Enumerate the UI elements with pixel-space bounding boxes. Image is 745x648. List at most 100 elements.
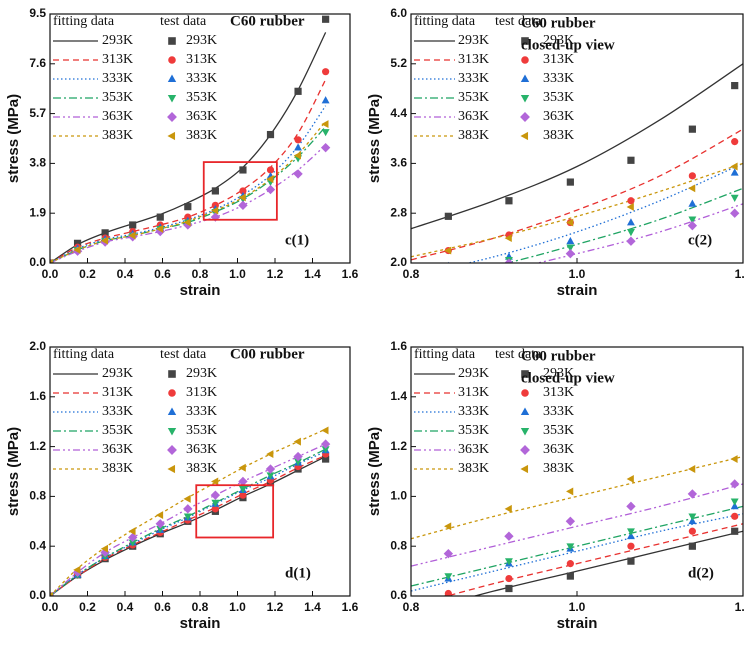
legend-label: 383K [458,461,489,476]
test-point [321,426,329,435]
chart-title: C00 rubber [230,346,305,362]
legend-marker [168,56,176,64]
legend-label: 353K [102,423,133,438]
test-point [730,208,740,218]
legend-title: test data [160,14,207,29]
legend-marker [168,389,176,397]
y-tick-label: 2.0 [390,255,407,269]
test-point [73,565,81,574]
test-point [294,143,303,151]
panel-label: d(1) [285,565,311,581]
legend-label: 333K [543,404,574,419]
y-tick-label: 0.4 [29,538,46,552]
test-point [443,548,454,559]
legend-marker [168,370,176,378]
test-point [566,487,574,496]
test-point [688,199,697,207]
y-tick-label: 1.9 [29,205,46,219]
test-point [50,259,53,263]
test-point [731,527,739,535]
fitting-line [411,483,743,567]
legend-marker [521,56,529,64]
test-point [626,236,636,246]
test-point [266,450,274,459]
legend-marker [167,407,177,416]
test-point [444,589,452,596]
test-point [211,206,219,215]
legend-label: 333K [458,71,489,86]
test-point [627,156,635,164]
legend-title: fitting data [53,14,115,29]
test-point [266,175,274,184]
y-axis-label: stress (MPa) [5,427,22,516]
legend-label: 333K [458,404,489,419]
legend-label: 383K [543,128,574,143]
legend-marker [520,131,529,141]
y-axis-label: stress (MPa) [5,94,22,183]
legend-marker [167,94,177,103]
test-point [294,87,302,95]
y-tick-label: 1.2 [390,439,407,453]
panel-label: c(2) [688,232,712,248]
test-point [129,221,137,229]
y-tick-label: 1.4 [390,389,407,403]
test-point [504,258,514,263]
test-point [688,465,696,473]
fitting-line [411,128,743,261]
legend-label: 363K [543,442,574,457]
legend-marker [521,37,529,45]
test-point [627,557,635,565]
test-point [128,539,137,547]
test-point [321,129,330,137]
test-point [294,136,302,144]
test-point [238,476,248,487]
legend-label: 293K [102,33,133,48]
legend-label: 313K [102,52,133,67]
test-point [444,246,452,255]
test-point [504,504,512,513]
test-point [322,15,330,23]
test-point [626,228,635,237]
x-tick-label: 1.6 [342,267,359,281]
test-point [183,513,192,521]
test-point [266,472,275,480]
test-point [155,511,164,520]
test-point [156,213,164,221]
y-tick-label: 2.0 [29,339,46,353]
legend-label: 353K [543,423,574,438]
legend-label: 363K [186,442,217,457]
y-tick-label: 0.8 [29,489,46,503]
legend-label: 313K [186,52,217,67]
chart-title: C60 rubber [521,15,596,31]
test-point [238,486,247,494]
panel: 0.0 0.2 0.4 0.6 0.8 1.0 1.2 1.4 1.6 0.0 1.9 3.8 5.7 7… [5,6,359,299]
test-point [128,527,136,536]
test-point [444,522,452,531]
test-point [50,592,53,596]
test-point [444,573,453,581]
y-tick-label: 0.6 [390,588,407,602]
x-tick-label: 0.2 [79,600,96,614]
legend-title: test data [160,347,207,362]
x-tick-label: 1.2 [267,600,284,614]
x-tick-label: 1.0 [229,267,246,281]
legend-label: 383K [543,461,574,476]
fitting-line [50,79,327,263]
test-point [100,236,109,245]
x-axis-label: strain [557,282,598,299]
x-tick-label: 0.6 [154,600,171,614]
test-point [566,218,574,227]
legend-label: 293K [186,33,217,48]
legend-label: 313K [102,385,133,400]
legend-label: 293K [458,366,489,381]
test-point [444,212,452,220]
legend-label: 363K [186,109,217,124]
test-point [505,574,513,583]
x-tick-label: 1.0 [229,600,246,614]
legend-label: 353K [102,90,133,105]
legend-label: 353K [186,90,217,105]
x-tick-label: 0.8 [403,600,420,614]
highlight-box [195,484,275,539]
test-point [565,516,576,526]
legend-marker [520,112,530,122]
